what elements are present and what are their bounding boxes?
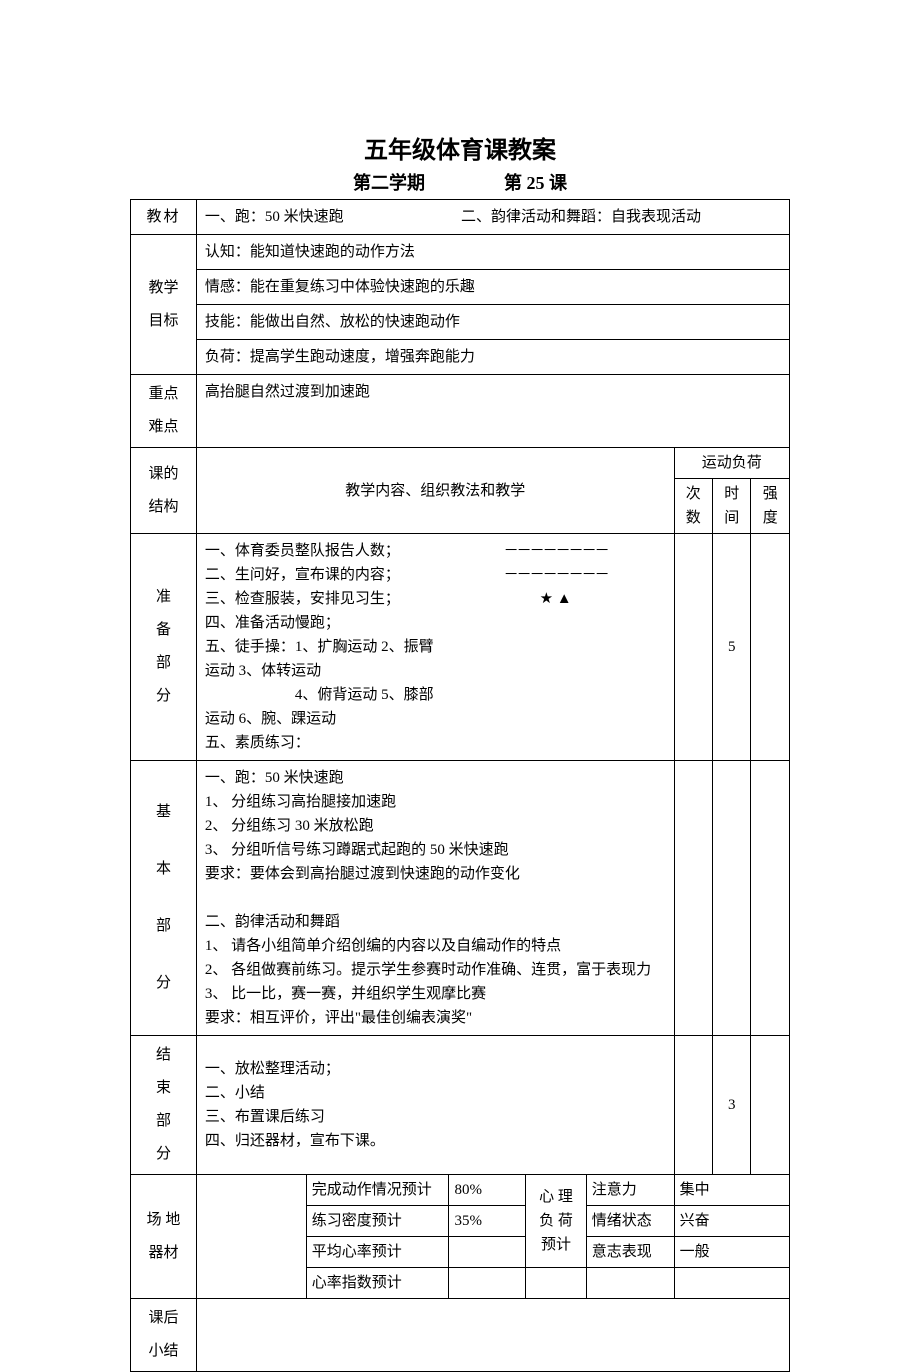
label-changdi: 场 地器材	[131, 1175, 197, 1299]
zhunbei-ci	[674, 534, 712, 761]
row-mubiao-1: 教学目标 认知：能知道快速跑的动作方法	[131, 235, 790, 270]
page-title: 五年级体育课教案	[130, 130, 790, 165]
xinli-2b: 兴奋	[674, 1206, 789, 1237]
zhunbei-l7: 五、素质练习：	[205, 731, 446, 755]
subtitle-right: 第 25 课	[504, 173, 567, 193]
xinli-2a: 情绪状态	[586, 1206, 674, 1237]
changdi-r4-blank2	[586, 1268, 674, 1299]
label-kehou: 课后小结	[131, 1299, 197, 1372]
zhunbei-l6: 4、俯背运动 5、膝部运动 6、腕、踝运动	[205, 683, 446, 731]
row-mubiao-3: 技能：能做出自然、放松的快速跑动作	[131, 305, 790, 340]
zhunbei-shi: 5	[713, 534, 751, 761]
zhunbei-l1: 一、体育委员整队报告人数；	[205, 539, 446, 563]
label-zhunbei: 准备部分	[131, 534, 197, 761]
row-mubiao-2: 情感：能在重复练习中体验快速跑的乐趣	[131, 270, 790, 305]
zhunbei-l5: 五、徒手操：1、扩胸运动 2、振臂运动 3、体转运动	[205, 635, 446, 683]
subtitle-left: 第二学期	[353, 173, 425, 193]
mubiao-l2: 情感：能在重复练习中体验快速跑的乐趣	[196, 270, 789, 305]
changdi-r4-blank3	[674, 1268, 789, 1299]
jiben-shi	[713, 761, 751, 1036]
jiben-p1-title: 一、跑：50 米快速跑	[205, 766, 666, 790]
jiaocai-right: 二、韵律活动和舞蹈：自我表现活动	[461, 205, 701, 229]
row-kehou: 课后小结	[131, 1299, 790, 1372]
mubiao-l4: 负荷：提高学生跑动速度，增强奔跑能力	[196, 340, 789, 375]
label-jiaocai: 教材	[131, 200, 197, 235]
jieshu-ci	[674, 1036, 712, 1175]
row-jiegou-header-1: 课的结构 教学内容、组织教法和教学 运动负荷	[131, 448, 790, 479]
changdi-r4-blank1	[526, 1268, 586, 1299]
lesson-plan-table: 教材 一、跑：50 米快速跑 二、韵律活动和舞蹈：自我表现活动 教学目标 认知：…	[130, 199, 790, 1372]
xinli-label: 心 理负 荷预计	[526, 1175, 586, 1268]
changdi-r4b	[449, 1268, 526, 1299]
row-changdi-1: 场 地器材 完成动作情况预计 80% 心 理负 荷预计 注意力 集中	[131, 1175, 790, 1206]
zhunbei-l3: 三、检查服装，安排见习生；	[205, 587, 446, 611]
jiben-p1-3: 3、 分组听信号练习蹲踞式起跑的 50 米快速跑	[205, 838, 666, 862]
changdi-r4a: 心率指数预计	[306, 1268, 449, 1299]
jieshu-l1: 一、放松整理活动；	[205, 1057, 666, 1081]
zhunbei-sym1: －－－－－－－－	[446, 539, 666, 563]
row-jiaocai: 教材 一、跑：50 米快速跑 二、韵律活动和舞蹈：自我表现活动	[131, 200, 790, 235]
zhunbei-l4: 四、准备活动慢跑；	[205, 611, 446, 635]
label-jiegou: 课的结构	[131, 448, 197, 534]
zhongdian-content: 高抬腿自然过渡到加速跑	[196, 375, 789, 448]
row-zhunbei: 准备部分 一、体育委员整队报告人数； 二、生问好，宣布课的内容； 三、检查服装，…	[131, 534, 790, 761]
jiben-p2-req: 要求：相互评价，评出"最佳创编表演奖"	[205, 1006, 666, 1030]
jiben-p2-title: 二、韵律活动和舞蹈	[205, 910, 666, 934]
load-shi: 时间	[713, 479, 751, 534]
changdi-r3a: 平均心率预计	[306, 1237, 449, 1268]
jieshu-qiang	[751, 1036, 790, 1175]
jiben-p1-2: 2、 分组练习 30 米放松跑	[205, 814, 666, 838]
jiben-p2-2: 2、 各组做赛前练习。提示学生参赛时动作准确、连贯，富于表现力	[205, 958, 666, 982]
jieshu-l4: 四、归还器材，宣布下课。	[205, 1129, 666, 1153]
kehou-content	[196, 1299, 789, 1372]
jiben-qiang	[751, 761, 790, 1036]
jieshu-l3: 三、布置课后练习	[205, 1105, 666, 1129]
jieshu-l2: 二、小结	[205, 1081, 666, 1105]
changdi-r1b: 80%	[449, 1175, 526, 1206]
jiben-p2-3: 3、 比一比，赛一赛，并组织学生观摩比赛	[205, 982, 666, 1006]
changdi-r2b: 35%	[449, 1206, 526, 1237]
load-header: 运动负荷	[674, 448, 789, 479]
jiaocai-left: 一、跑：50 米快速跑	[205, 205, 344, 229]
label-mubiao: 教学目标	[131, 235, 197, 375]
xinli-1a: 注意力	[586, 1175, 674, 1206]
label-zhongdian: 重点难点	[131, 375, 197, 448]
row-zhongdian: 重点难点 高抬腿自然过渡到加速跑	[131, 375, 790, 448]
row-jieshu: 结束部分 一、放松整理活动； 二、小结 三、布置课后练习 四、归还器材，宣布下课…	[131, 1036, 790, 1175]
changdi-r1a: 完成动作情况预计	[306, 1175, 449, 1206]
jieshu-shi: 3	[713, 1036, 751, 1175]
zhunbei-sym3: ★ ▲	[446, 587, 666, 611]
mubiao-l1: 认知：能知道快速跑的动作方法	[196, 235, 789, 270]
zhunbei-l2: 二、生问好，宣布课的内容；	[205, 563, 446, 587]
jiben-ci	[674, 761, 712, 1036]
xinli-3a: 意志表现	[586, 1237, 674, 1268]
jiben-p1-1: 1、 分组练习高抬腿接加速跑	[205, 790, 666, 814]
load-ci: 次数	[674, 479, 712, 534]
zhunbei-sym2: －－－－－－－－	[446, 563, 666, 587]
changdi-blank	[196, 1175, 306, 1299]
jiben-p1-req: 要求：要体会到高抬腿过渡到快速跑的动作变化	[205, 862, 666, 886]
changdi-r2a: 练习密度预计	[306, 1206, 449, 1237]
xinli-1b: 集中	[674, 1175, 789, 1206]
page-subtitle: 第二学期 第 25 课	[130, 169, 790, 195]
load-qiang: 强度	[751, 479, 790, 534]
xinli-3b: 一般	[674, 1237, 789, 1268]
jiben-p2-1: 1、 请各小组简单介绍创编的内容以及自编动作的特点	[205, 934, 666, 958]
row-mubiao-4: 负荷：提高学生跑动速度，增强奔跑能力	[131, 340, 790, 375]
changdi-r3b	[449, 1237, 526, 1268]
jiegou-center-header: 教学内容、组织教法和教学	[196, 448, 674, 534]
mubiao-l3: 技能：能做出自然、放松的快速跑动作	[196, 305, 789, 340]
label-jieshu: 结束部分	[131, 1036, 197, 1175]
label-jiben: 基本部分	[131, 761, 197, 1036]
row-jiben: 基本部分 一、跑：50 米快速跑 1、 分组练习高抬腿接加速跑 2、 分组练习 …	[131, 761, 790, 1036]
zhunbei-qiang	[751, 534, 790, 761]
